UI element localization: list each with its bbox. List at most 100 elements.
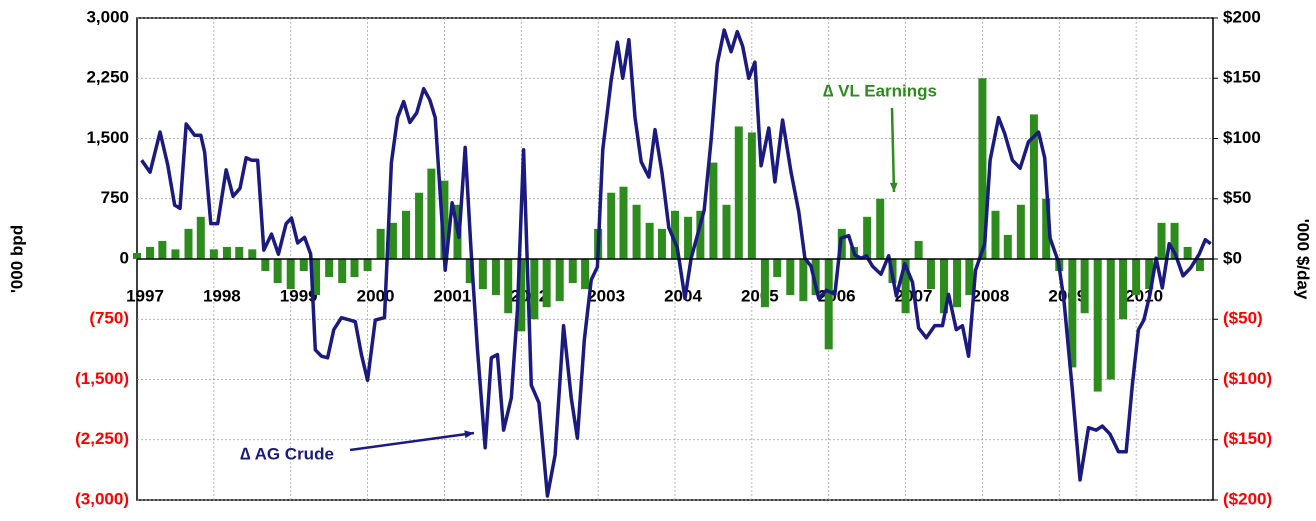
line xyxy=(140,28,1212,498)
bar xyxy=(465,259,474,284)
bar xyxy=(1195,259,1204,272)
bar xyxy=(657,228,666,259)
bar xyxy=(222,246,231,259)
bar xyxy=(248,249,257,259)
y-tick-label: 0 xyxy=(120,248,129,267)
bar xyxy=(312,259,321,296)
y2-axis-title: '000 $/day xyxy=(1294,219,1313,300)
x-tick-label: 1997 xyxy=(126,286,164,305)
x-tick-label: 2009 xyxy=(1048,286,1086,305)
bar xyxy=(542,259,551,308)
bar xyxy=(261,259,270,272)
x-tick-label: 2005 xyxy=(741,286,779,305)
bar xyxy=(363,259,372,272)
bar xyxy=(1016,204,1025,259)
bar xyxy=(478,259,487,290)
bar xyxy=(978,78,987,259)
bar xyxy=(376,228,385,259)
bar xyxy=(607,192,616,259)
bar xyxy=(158,240,167,259)
series-annotation: ∆ AG Crude xyxy=(240,444,334,463)
series-annotation: ∆ VL Earnings xyxy=(823,81,937,100)
bar xyxy=(209,249,218,259)
x-tick-label: 2008 xyxy=(972,286,1010,305)
bar xyxy=(760,259,769,308)
x-tick-label: 2010 xyxy=(1125,286,1163,305)
y-tick-label: (1,500) xyxy=(75,369,129,388)
bar xyxy=(1003,234,1012,259)
bar xyxy=(568,259,577,284)
bar xyxy=(325,259,334,278)
bar xyxy=(196,216,205,259)
arrow-head xyxy=(464,430,474,439)
bar xyxy=(133,252,141,259)
bar xyxy=(555,259,564,302)
bar xyxy=(273,259,282,284)
bar xyxy=(734,126,743,259)
y2-tick-label: $0 xyxy=(1223,248,1242,267)
bar xyxy=(440,180,449,259)
y-tick-label: 1,500 xyxy=(86,128,129,147)
bar xyxy=(1068,259,1077,368)
bar xyxy=(953,259,962,308)
bar xyxy=(965,259,974,296)
bar xyxy=(901,259,910,314)
bar xyxy=(696,210,705,259)
bar xyxy=(811,259,820,296)
bar xyxy=(991,210,1000,259)
bar xyxy=(632,204,641,259)
bar xyxy=(747,132,756,259)
bar xyxy=(786,259,795,296)
x-tick-label: 1998 xyxy=(203,286,241,305)
bar xyxy=(146,246,155,259)
x-tick-label: 1999 xyxy=(280,286,318,305)
bar xyxy=(415,192,424,259)
y2-tick-label: ($100) xyxy=(1223,369,1272,388)
bar xyxy=(914,240,923,259)
bar xyxy=(517,259,526,332)
y2-tick-label: ($50) xyxy=(1223,309,1263,328)
bar xyxy=(427,168,436,259)
y2-tick-label: ($200) xyxy=(1223,489,1272,508)
bar xyxy=(1132,259,1141,296)
x-tick-label: 2003 xyxy=(587,286,625,305)
bar xyxy=(286,259,295,290)
bar xyxy=(1080,259,1089,314)
y-axis-title: '000 bpd xyxy=(7,225,26,293)
bar xyxy=(504,259,513,314)
y2-tick-label: ($150) xyxy=(1223,429,1272,448)
y-tick-label: 3,000 xyxy=(86,7,129,26)
bar xyxy=(338,259,347,284)
bar xyxy=(1157,222,1166,259)
bar xyxy=(863,216,872,259)
bar xyxy=(1029,114,1038,260)
bar xyxy=(671,210,679,259)
y-tick-label: 2,250 xyxy=(86,68,129,87)
bar xyxy=(824,259,833,350)
bar xyxy=(171,249,180,259)
bar xyxy=(684,216,693,259)
y2-tick-label: $100 xyxy=(1223,128,1261,147)
bar xyxy=(926,259,935,290)
bar xyxy=(1093,259,1102,392)
bar xyxy=(1119,259,1128,320)
annotation-arrow xyxy=(890,107,896,193)
y2-tick-label: $50 xyxy=(1223,188,1251,207)
bar xyxy=(799,259,808,302)
bar xyxy=(235,246,244,259)
bar xyxy=(773,259,782,278)
bar xyxy=(388,222,397,259)
bar xyxy=(1170,222,1179,259)
bar xyxy=(350,259,359,278)
bar xyxy=(491,259,500,296)
bar xyxy=(402,210,410,259)
bar xyxy=(1145,259,1154,290)
bar xyxy=(1042,198,1051,259)
bar xyxy=(530,259,539,320)
annotation-arrow xyxy=(349,431,475,452)
bar xyxy=(709,162,718,259)
bar xyxy=(619,186,628,259)
bar xyxy=(581,259,590,290)
y-tick-label: (750) xyxy=(89,309,129,328)
